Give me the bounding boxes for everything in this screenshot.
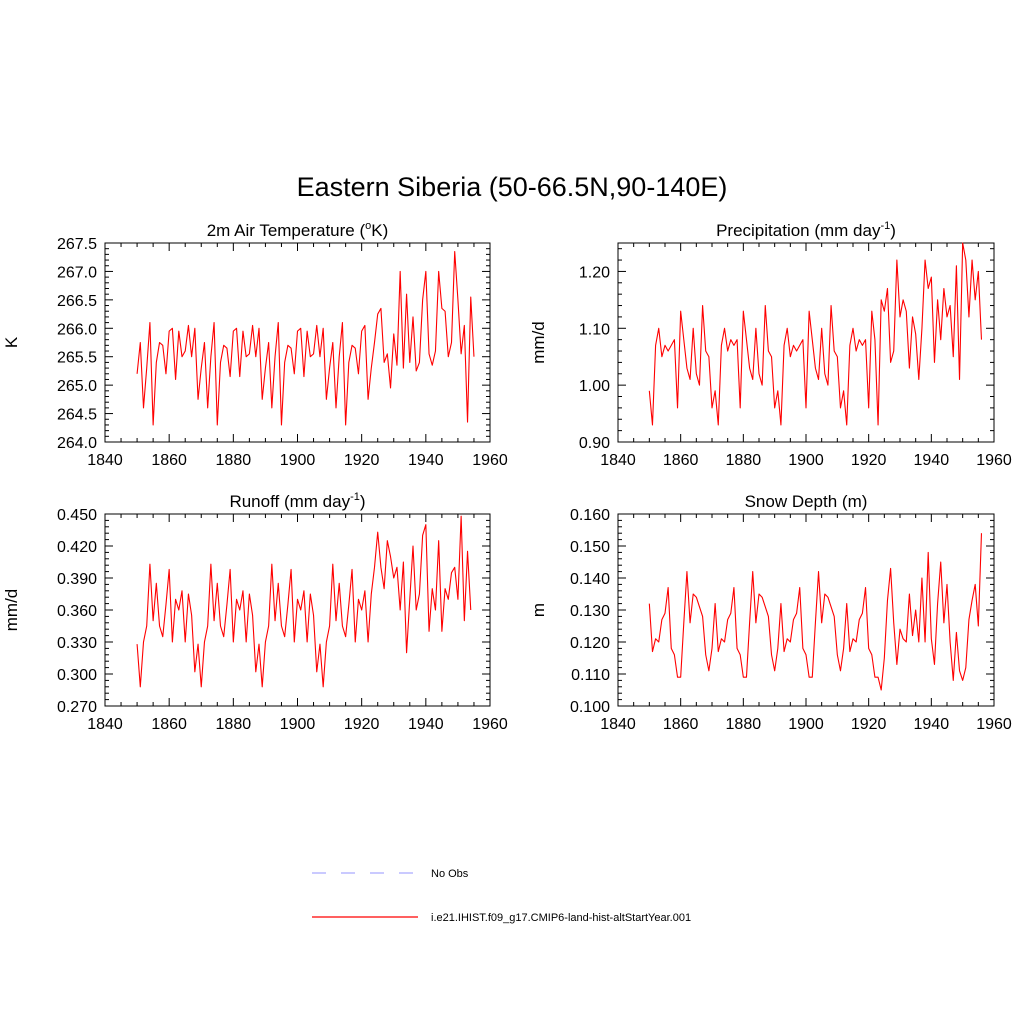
x-tick-label: 1880 bbox=[726, 716, 762, 733]
plot-frame bbox=[104, 513, 491, 707]
y-tick-label: 0.450 bbox=[57, 507, 97, 524]
panel-title-main: 2m Air Temperature ( bbox=[207, 221, 366, 240]
x-tick-label: 1920 bbox=[344, 716, 380, 733]
panel-1: 2m Air Temperature (oK) 1840 1860 1880 1900 1… bbox=[2, 220, 508, 469]
y-tick-label: 0.90 bbox=[579, 435, 610, 452]
x-tick-label: 1920 bbox=[344, 452, 380, 469]
x-tick-label: 1840 bbox=[87, 716, 123, 733]
y-tick-label: 266.0 bbox=[57, 321, 97, 338]
y-tick-label: 0.360 bbox=[57, 603, 97, 620]
x-tick-label: 1940 bbox=[914, 452, 950, 469]
panel-title-tail: ) bbox=[890, 221, 896, 240]
y-tick-label: 0.300 bbox=[57, 667, 97, 684]
y-tick-label: 0.120 bbox=[570, 635, 610, 652]
x-tick-label: 1960 bbox=[976, 452, 1012, 469]
y-tick-label: 0.140 bbox=[570, 571, 610, 588]
y-tick-label: 1.00 bbox=[579, 378, 610, 395]
series-line-1 bbox=[648, 242, 983, 426]
series-line-1 bbox=[136, 515, 472, 688]
panel-3: Runoff (mm day-1) 1840 1860 1880 1900 1920 194… bbox=[2, 491, 508, 733]
panel-title-main: Snow Depth (m) bbox=[745, 492, 868, 511]
y-tick-label: 0.330 bbox=[57, 635, 97, 652]
panel-title: Runoff (mm day-1) bbox=[229, 491, 365, 511]
x-tick-label: 1920 bbox=[851, 716, 887, 733]
y-tick-label: 1.10 bbox=[579, 321, 610, 338]
y-tick-label: 267.5 bbox=[57, 236, 97, 253]
panel-2: Precipitation (mm day-1) 1840 1860 1880 1900… bbox=[529, 220, 1012, 469]
panel-title-superscript: -1 bbox=[350, 491, 360, 503]
y-tick-label: 0.130 bbox=[570, 603, 610, 620]
y-axis-label: mm/d bbox=[529, 321, 548, 364]
panel-title-superscript: -1 bbox=[880, 220, 890, 232]
x-tick-label: 1860 bbox=[663, 716, 699, 733]
y-tick-label: 0.110 bbox=[571, 667, 610, 684]
y-tick-label: 0.100 bbox=[570, 699, 610, 716]
panel-title-main: Runoff (mm day bbox=[229, 492, 350, 511]
x-tick-label: 1840 bbox=[600, 716, 636, 733]
legend: No Obs i.e21.IHIST.f09_g17.CMIP6-land-hi… bbox=[312, 868, 691, 924]
panel-title-main: Precipitation (mm day bbox=[716, 221, 881, 240]
x-tick-label: 1940 bbox=[914, 716, 950, 733]
x-tick-label: 1900 bbox=[788, 716, 824, 733]
panels: 2m Air Temperature (oK)1840 1860 1880 1900 1… bbox=[2, 220, 1012, 733]
x-tick-label: 1900 bbox=[280, 716, 316, 733]
y-axis-label: K bbox=[2, 336, 21, 348]
y-tick-label: 0.420 bbox=[57, 539, 97, 556]
x-tick-label: 1900 bbox=[788, 452, 824, 469]
main-title: Eastern Siberia (50-66.5N,90-140E) bbox=[297, 172, 728, 202]
y-axis-label: m bbox=[529, 603, 548, 617]
y-tick-label: 0.270 bbox=[57, 699, 97, 716]
panel-title: 2m Air Temperature (oK) bbox=[207, 220, 389, 240]
x-tick-label: 1860 bbox=[663, 452, 699, 469]
y-tick-label: 1.20 bbox=[579, 264, 610, 281]
plot-frame bbox=[104, 242, 491, 443]
x-tick-label: 1960 bbox=[976, 716, 1012, 733]
x-tick-label: 1880 bbox=[726, 452, 762, 469]
x-tick-label: 1960 bbox=[472, 716, 508, 733]
x-tick-label: 1840 bbox=[87, 452, 123, 469]
panel-title-tail: ) bbox=[360, 492, 366, 511]
series-line-1 bbox=[136, 250, 475, 426]
x-tick-label: 1840 bbox=[600, 452, 636, 469]
y-axis-label: mm/d bbox=[2, 589, 21, 632]
y-tick-label: 264.5 bbox=[57, 407, 97, 424]
y-tick-label: 267.0 bbox=[57, 264, 97, 281]
x-tick-label: 1940 bbox=[408, 452, 444, 469]
legend-label-model: i.e21.IHIST.f09_g17.CMIP6-land-hist-altS… bbox=[431, 912, 691, 924]
x-tick-label: 1860 bbox=[151, 452, 187, 469]
y-tick-label: 265.0 bbox=[57, 378, 97, 395]
x-tick-label: 1880 bbox=[216, 716, 252, 733]
series-line-1 bbox=[648, 533, 983, 691]
x-tick-label: 1920 bbox=[851, 452, 887, 469]
x-tick-label: 1860 bbox=[151, 716, 187, 733]
y-tick-label: 265.5 bbox=[57, 350, 97, 367]
panel-title: Snow Depth (m) bbox=[745, 492, 868, 511]
panel-4: Snow Depth (m) 1840 1860 1880 1900 1920 1940 19… bbox=[529, 492, 1012, 733]
x-tick-label: 1960 bbox=[472, 452, 508, 469]
y-tick-label: 0.390 bbox=[57, 571, 97, 588]
x-tick-label: 1940 bbox=[408, 716, 444, 733]
legend-label-no-obs: No Obs bbox=[431, 868, 469, 880]
x-tick-label: 1880 bbox=[216, 452, 252, 469]
panel-title-superscript: o bbox=[365, 220, 371, 232]
panel-title-tail: K) bbox=[371, 221, 388, 240]
panel-title: Precipitation (mm day-1) bbox=[716, 220, 896, 240]
y-tick-label: 0.160 bbox=[570, 507, 610, 524]
y-tick-label: 0.150 bbox=[570, 539, 610, 556]
x-tick-label: 1900 bbox=[280, 452, 316, 469]
y-tick-label: 264.0 bbox=[57, 435, 97, 452]
y-tick-label: 266.5 bbox=[57, 293, 97, 310]
